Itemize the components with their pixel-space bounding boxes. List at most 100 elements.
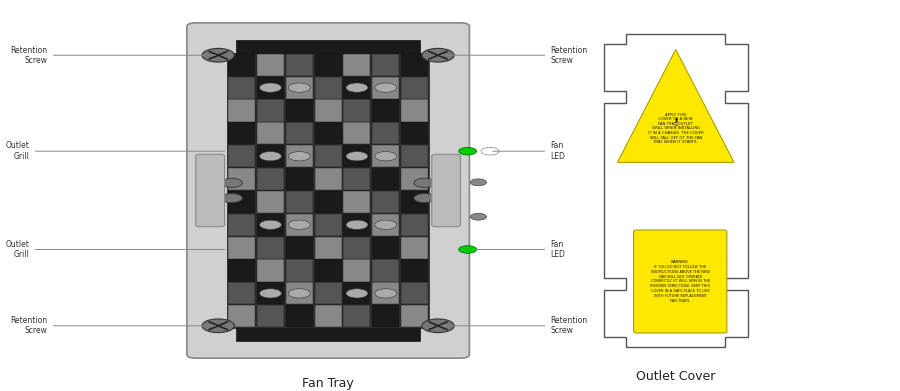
Circle shape bbox=[471, 213, 487, 220]
Bar bbox=[401, 214, 428, 236]
Bar bbox=[315, 122, 342, 144]
Bar bbox=[286, 260, 313, 282]
Bar bbox=[228, 260, 255, 282]
Circle shape bbox=[259, 152, 282, 161]
Bar bbox=[228, 237, 255, 259]
Bar bbox=[373, 305, 400, 327]
Text: Outlet
Grill: Outlet Grill bbox=[6, 240, 224, 259]
Bar bbox=[315, 282, 342, 305]
Bar bbox=[373, 145, 400, 167]
Bar bbox=[344, 305, 371, 327]
Circle shape bbox=[346, 220, 368, 230]
Bar bbox=[315, 191, 342, 213]
Bar bbox=[228, 282, 255, 305]
Bar bbox=[401, 99, 428, 122]
Text: Outlet Cover: Outlet Cover bbox=[636, 369, 716, 382]
Bar bbox=[286, 282, 313, 305]
Bar bbox=[401, 145, 428, 167]
PathPatch shape bbox=[604, 34, 748, 347]
Bar bbox=[344, 214, 371, 236]
Bar bbox=[344, 122, 371, 144]
Bar bbox=[373, 77, 400, 99]
Bar bbox=[344, 191, 371, 213]
Bar bbox=[373, 122, 400, 144]
Bar bbox=[236, 328, 420, 341]
Circle shape bbox=[471, 179, 487, 186]
Circle shape bbox=[346, 152, 368, 161]
Circle shape bbox=[220, 194, 242, 203]
Bar bbox=[401, 282, 428, 305]
Bar bbox=[344, 237, 371, 259]
Text: Outlet
Grill: Outlet Grill bbox=[6, 142, 224, 161]
Bar bbox=[344, 168, 371, 190]
FancyBboxPatch shape bbox=[187, 23, 470, 358]
Bar bbox=[286, 145, 313, 167]
Bar bbox=[401, 237, 428, 259]
Bar bbox=[286, 191, 313, 213]
Bar bbox=[373, 99, 400, 122]
Circle shape bbox=[414, 178, 436, 187]
Text: Retention
Screw: Retention Screw bbox=[11, 45, 215, 65]
Circle shape bbox=[422, 319, 454, 333]
Bar bbox=[315, 145, 342, 167]
Circle shape bbox=[288, 289, 310, 298]
Bar bbox=[373, 168, 400, 190]
Bar bbox=[228, 214, 255, 236]
Bar bbox=[373, 54, 400, 76]
Bar bbox=[228, 191, 255, 213]
Circle shape bbox=[202, 48, 234, 62]
Bar bbox=[228, 77, 255, 99]
Circle shape bbox=[422, 48, 454, 62]
Circle shape bbox=[288, 220, 310, 230]
Bar bbox=[344, 99, 371, 122]
Bar bbox=[286, 214, 313, 236]
Bar bbox=[286, 305, 313, 327]
Bar bbox=[286, 237, 313, 259]
Bar bbox=[256, 191, 284, 213]
Circle shape bbox=[220, 178, 242, 187]
Bar bbox=[228, 145, 255, 167]
Bar bbox=[256, 122, 284, 144]
Text: WARNING
IF YOU DO NOT FOLLOW THE
INSTRUCTIONS ABOVE THE NEW
FAN WILL NOT OPERATE: WARNING IF YOU DO NOT FOLLOW THE INSTRUC… bbox=[651, 260, 710, 303]
Bar bbox=[344, 145, 371, 167]
Bar bbox=[256, 214, 284, 236]
Text: Retention
Screw: Retention Screw bbox=[441, 45, 588, 65]
Bar bbox=[256, 237, 284, 259]
Bar bbox=[344, 77, 371, 99]
Bar bbox=[227, 53, 429, 328]
Bar bbox=[401, 77, 428, 99]
Text: Fan Tray: Fan Tray bbox=[302, 377, 354, 390]
Bar bbox=[401, 54, 428, 76]
Bar bbox=[256, 99, 284, 122]
Bar bbox=[315, 99, 342, 122]
Circle shape bbox=[259, 289, 282, 298]
Circle shape bbox=[288, 83, 310, 92]
Bar bbox=[373, 237, 400, 259]
Circle shape bbox=[346, 289, 368, 298]
FancyBboxPatch shape bbox=[634, 230, 727, 333]
Bar bbox=[344, 260, 371, 282]
Circle shape bbox=[374, 220, 397, 230]
Bar bbox=[373, 191, 400, 213]
FancyBboxPatch shape bbox=[432, 154, 461, 227]
Bar bbox=[401, 305, 428, 327]
Circle shape bbox=[374, 289, 397, 298]
Bar bbox=[256, 282, 284, 305]
Bar bbox=[286, 99, 313, 122]
Bar bbox=[344, 282, 371, 305]
Bar bbox=[286, 168, 313, 190]
Text: Fan
LED: Fan LED bbox=[493, 142, 565, 161]
Circle shape bbox=[459, 246, 477, 253]
Bar bbox=[315, 214, 342, 236]
Bar bbox=[344, 54, 371, 76]
Polygon shape bbox=[617, 50, 734, 162]
Text: APPLY THIS
COVER TO A NEW
FAN TRAY OUTLET
GRILL WHEN INSTALLING
IT IN A CHASSIS.: APPLY THIS COVER TO A NEW FAN TRAY OUTLE… bbox=[648, 113, 704, 144]
Bar bbox=[286, 77, 313, 99]
Bar bbox=[286, 122, 313, 144]
Bar bbox=[228, 305, 255, 327]
Bar bbox=[228, 99, 255, 122]
Circle shape bbox=[259, 220, 282, 230]
Bar bbox=[286, 54, 313, 76]
Bar bbox=[256, 260, 284, 282]
Text: Retention
Screw: Retention Screw bbox=[441, 316, 588, 335]
